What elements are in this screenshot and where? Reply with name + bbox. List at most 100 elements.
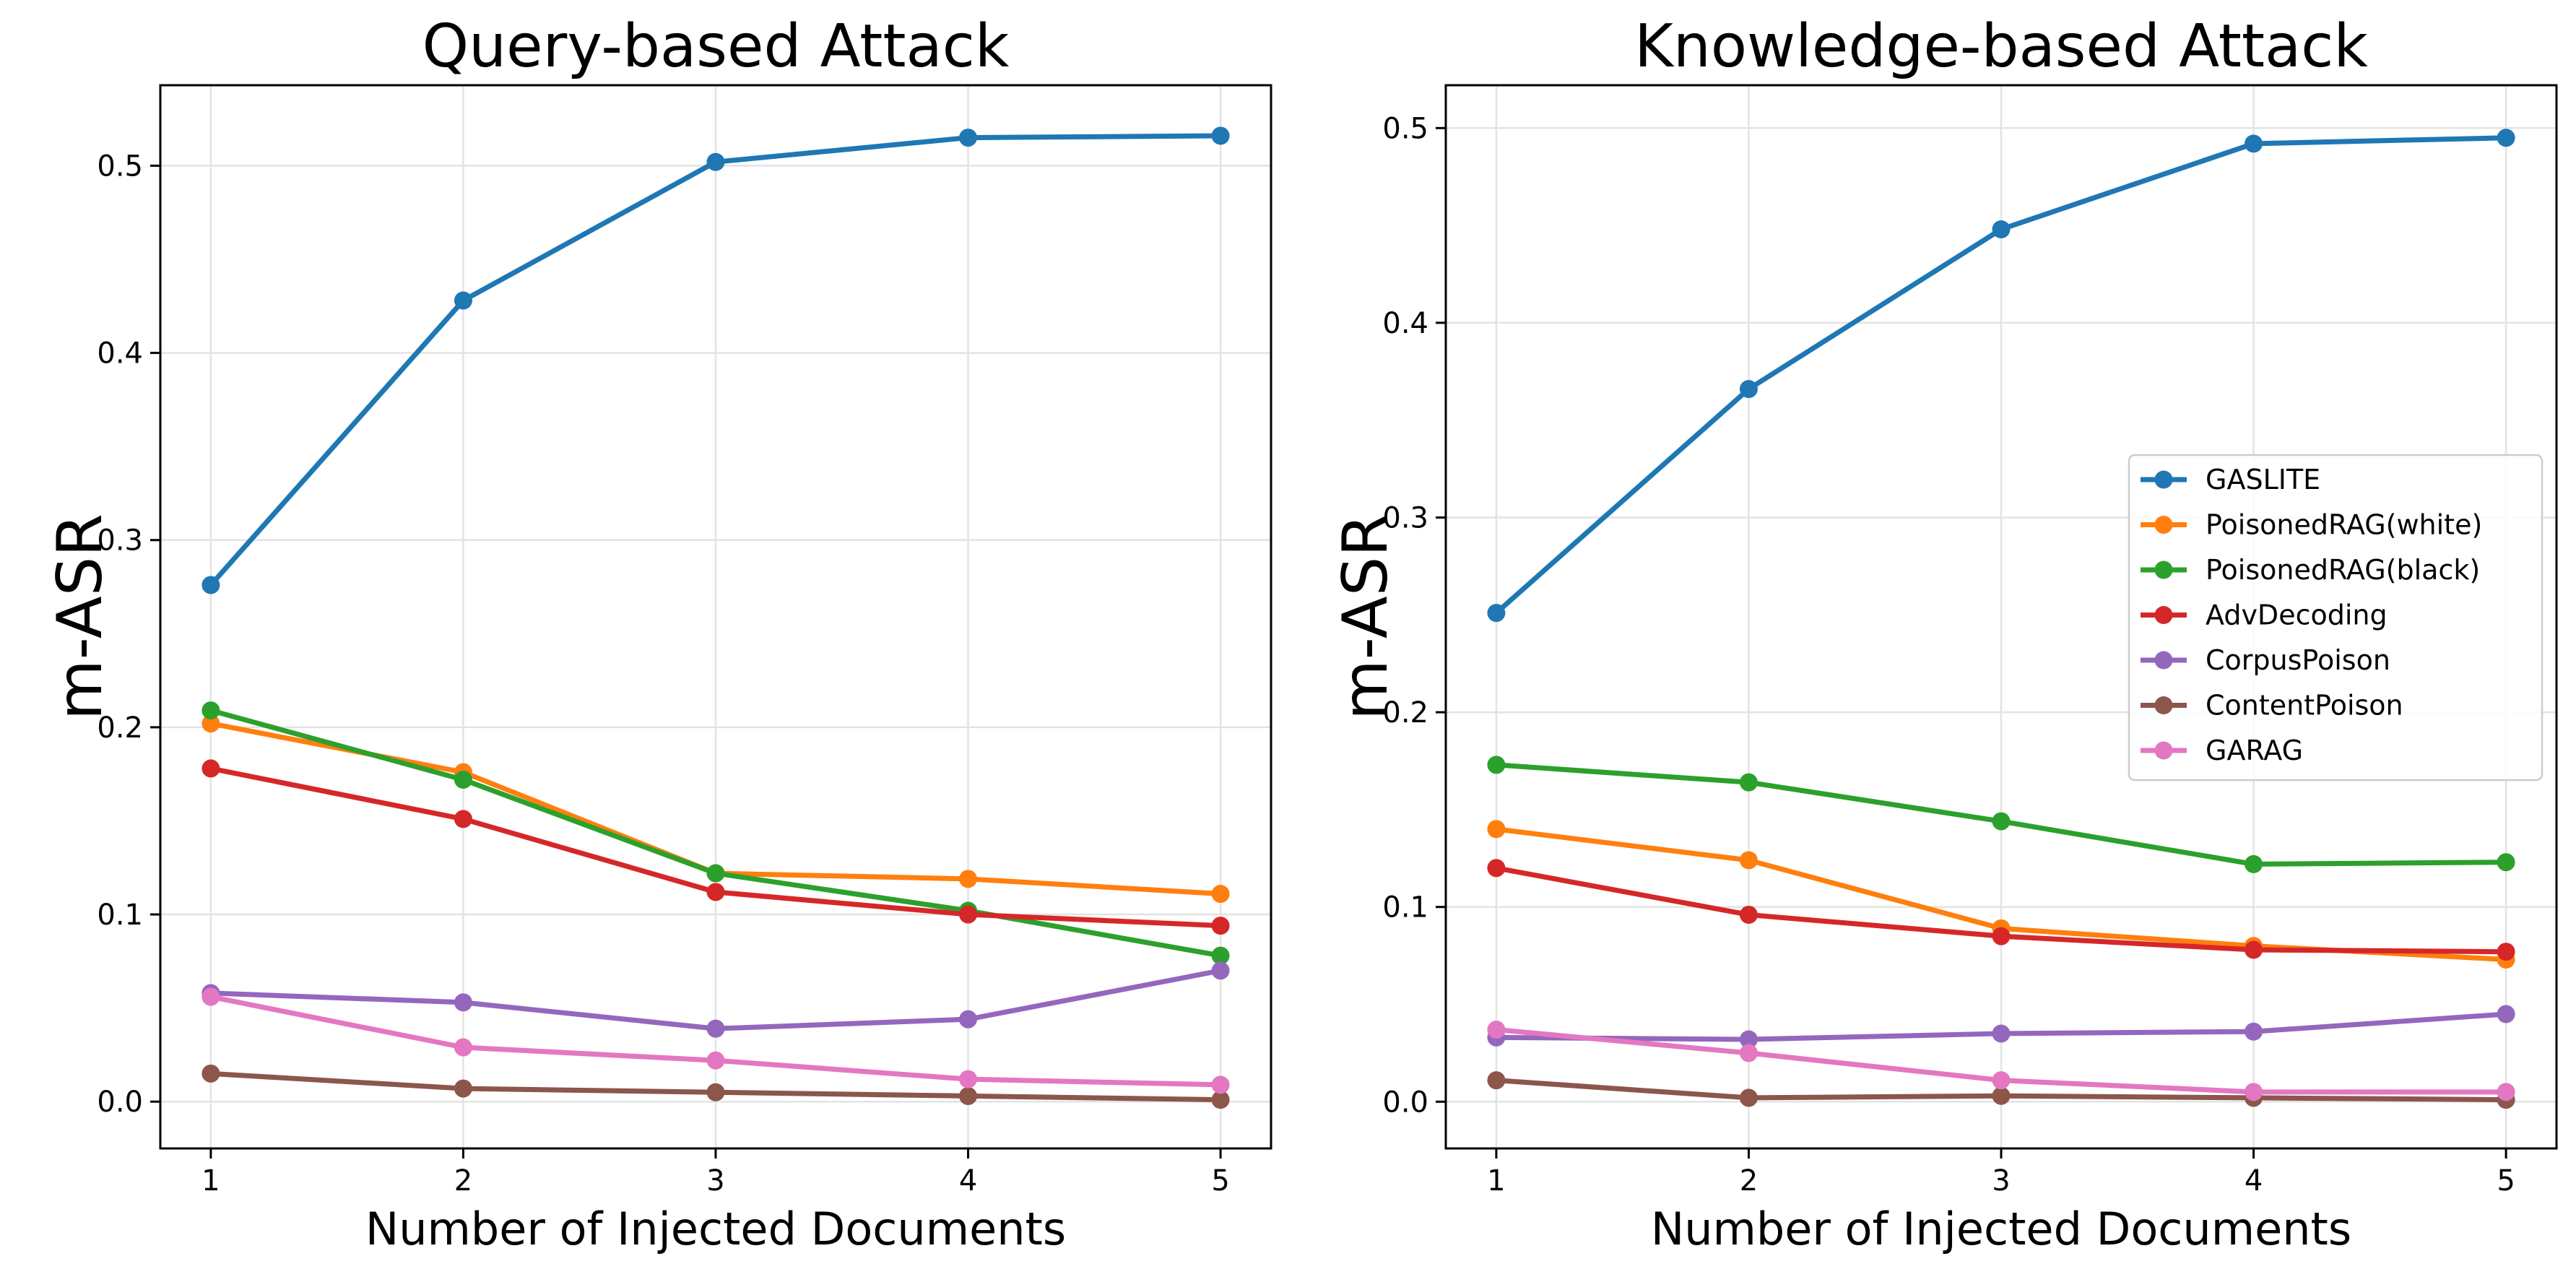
x-tick-label: 5	[1211, 1164, 1229, 1198]
legend-label: GARAG	[2206, 735, 2303, 766]
data-point	[201, 1064, 220, 1083]
data-point	[706, 1083, 725, 1101]
data-point	[959, 1086, 978, 1105]
data-point	[1487, 604, 1506, 623]
data-point	[2497, 943, 2515, 961]
data-point	[201, 987, 220, 1006]
y-tick-label: 0.4	[1382, 307, 1428, 340]
legend-entry-poisonedrag-white: PoisonedRAG(white)	[2141, 509, 2482, 541]
data-point	[2245, 1083, 2263, 1101]
data-point	[1487, 820, 1506, 839]
data-point	[1992, 1086, 2011, 1105]
series-advdecoding	[1487, 859, 2515, 961]
data-point	[1211, 1075, 1230, 1094]
data-point	[201, 714, 220, 733]
x-axis-label: Number of Injected Documents	[1651, 1203, 2351, 1255]
data-point	[1211, 885, 1230, 904]
x-tick-label: 1	[1487, 1164, 1505, 1198]
y-tick-label: 0.3	[1382, 502, 1428, 535]
y-tick-label: 0.5	[97, 150, 143, 183]
legend-swatch-marker	[2154, 696, 2173, 714]
y-tick-label: 0.1	[1382, 891, 1428, 925]
legend-entry-poisonedrag-black: PoisonedRAG(black)	[2141, 554, 2480, 586]
data-point	[1992, 927, 2011, 945]
data-point	[1211, 917, 1230, 935]
legend-box	[2128, 454, 2544, 782]
data-point	[706, 1019, 725, 1038]
x-tick-label: 4	[959, 1164, 977, 1198]
x-tick-label: 2	[1740, 1164, 1758, 1198]
y-tick-label: 0.0	[97, 1086, 143, 1119]
x-axis-label: Number of Injected Documents	[365, 1203, 1066, 1255]
data-point	[959, 1010, 978, 1029]
data-point	[1739, 380, 1758, 399]
series-contentpoison	[201, 1064, 1230, 1109]
legend-swatch-marker	[2154, 606, 2173, 624]
legend-label: PoisonedRAG(white)	[2206, 509, 2482, 541]
data-point	[454, 291, 472, 310]
data-point	[1992, 812, 2011, 831]
legend-swatch-marker	[2154, 741, 2173, 760]
data-point	[1992, 1071, 2011, 1090]
data-point	[1211, 961, 1230, 980]
data-point	[2245, 1022, 2263, 1041]
data-point	[706, 883, 725, 901]
data-point	[1739, 905, 1758, 924]
data-point	[1739, 773, 1758, 792]
y-tick-label: 0.0	[1382, 1086, 1428, 1119]
series-advdecoding	[201, 759, 1230, 935]
chart-title: Knowledge-based Attack	[1634, 12, 2368, 81]
legend-entry-corpuspoison: CorpusPoison	[2141, 644, 2390, 676]
y-axis-label: m-ASR	[1330, 514, 1402, 720]
legend-entry-contentpoison: ContentPoison	[2141, 690, 2403, 722]
data-point	[1992, 220, 2011, 239]
y-tick-label: 0.3	[97, 524, 143, 558]
legend-entry-garag: GARAG	[2141, 735, 2303, 766]
data-point	[1211, 126, 1230, 145]
y-tick-label: 0.4	[97, 337, 143, 371]
series-corpuspoison	[1487, 1005, 2515, 1049]
x-tick-label: 1	[201, 1164, 220, 1198]
x-tick-label: 2	[454, 1164, 472, 1198]
y-tick-label: 0.5	[1382, 112, 1428, 145]
data-point	[1739, 1044, 1758, 1062]
data-point	[201, 759, 220, 778]
y-tick-label: 0.2	[97, 711, 143, 745]
legend-label: ContentPoison	[2206, 690, 2403, 722]
data-point	[706, 864, 725, 883]
data-point	[1487, 756, 1506, 774]
y-tick-label: 0.1	[97, 899, 143, 932]
data-point	[1739, 1030, 1758, 1049]
series-gaslite	[201, 126, 1230, 594]
series-garag	[201, 987, 1230, 1094]
legend-label: GASLITE	[2206, 464, 2320, 495]
x-tick-label: 3	[1992, 1164, 2010, 1198]
data-point	[1739, 1088, 1758, 1107]
chart-panel-1: 1 2 3 4 5 0.0 0.1 0.2 0.3 0.4 0.5 Query-based Attac…	[44, 12, 1272, 1255]
data-point	[201, 576, 220, 594]
data-point	[1992, 1024, 2011, 1043]
series-poisonedrag-black	[1487, 756, 2515, 873]
data-point	[2245, 134, 2263, 153]
data-point	[2245, 854, 2263, 873]
series-gaslite	[1487, 129, 2515, 623]
data-point	[2245, 940, 2263, 959]
legend-entry-gaslite: GASLITE	[2141, 464, 2320, 495]
data-point	[1211, 946, 1230, 965]
data-point	[454, 1079, 472, 1098]
data-point	[706, 152, 725, 171]
chart-title: Query-based Attack	[422, 12, 1010, 81]
legend-label: AdvDecoding	[2206, 599, 2388, 631]
data-point	[1487, 1071, 1506, 1090]
data-point	[454, 810, 472, 828]
data-point	[454, 770, 472, 789]
data-point	[959, 870, 978, 888]
legend-swatch-marker	[2154, 516, 2173, 534]
y-tick-label: 0.2	[1382, 696, 1428, 730]
data-point	[1211, 1091, 1230, 1109]
data-point	[2497, 853, 2515, 872]
data-point	[959, 905, 978, 924]
legend-label: PoisonedRAG(black)	[2206, 554, 2480, 586]
y-axis-label: m-ASR	[44, 514, 116, 720]
